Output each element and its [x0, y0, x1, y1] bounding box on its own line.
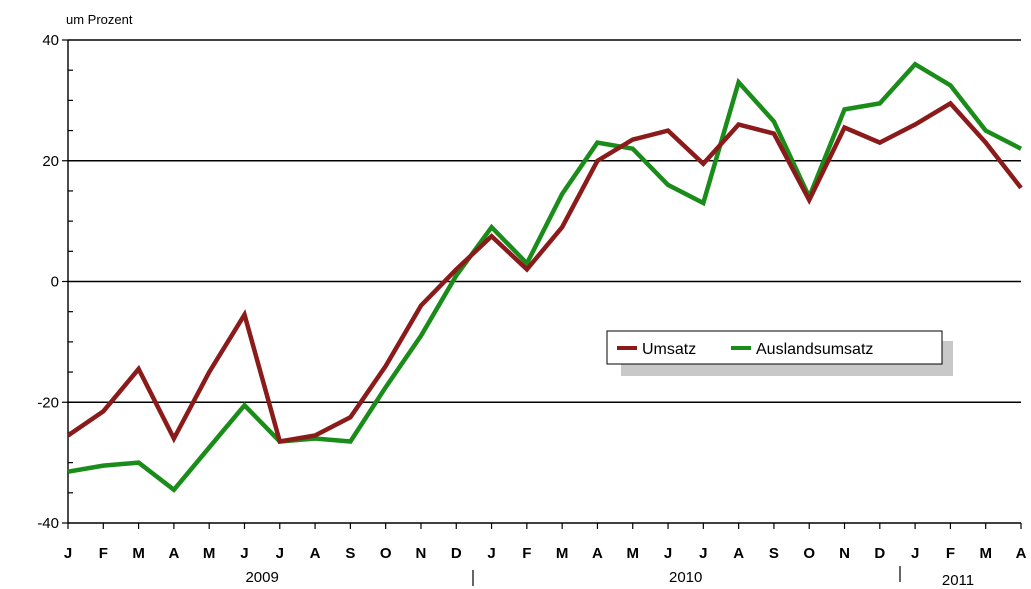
x-tick-label: J [240, 545, 248, 562]
unit-label: um Prozent [66, 12, 133, 27]
x-tick-label: A [1016, 545, 1027, 562]
grid-lines [68, 160, 1021, 403]
x-tick-label: M [626, 545, 639, 562]
year-label: 2009 [245, 569, 278, 586]
x-tick-label: F [99, 545, 108, 562]
year-labels: 2009 2010 2011 [245, 566, 974, 589]
x-tick-label: S [769, 545, 779, 562]
series-group [66, 61, 1023, 493]
x-tick-label: D [451, 545, 462, 562]
x-tick-label: N [416, 545, 427, 562]
x-tick-label: O [803, 545, 815, 562]
y-axis-labels: 40 20 0 -20 -40 [37, 32, 59, 532]
y-tick-label: 0 [51, 274, 59, 291]
year-label: 2010 [669, 569, 702, 586]
legend-box [606, 330, 943, 365]
x-tick-label: M [203, 545, 216, 562]
x-tick-label: D [874, 545, 885, 562]
legend: Umsatz Auslandsumsatz [606, 330, 953, 376]
y-tick-label: 40 [42, 32, 59, 49]
y-tick-label: -20 [37, 394, 59, 411]
x-tick-label: J [664, 545, 672, 562]
x-tick-label: F [946, 545, 955, 562]
y-tick-label: -40 [37, 515, 59, 532]
x-tick-label: A [733, 545, 744, 562]
x-tick-label: M [556, 545, 569, 562]
series-line-umsatz [66, 100, 1023, 445]
x-tick-label: F [522, 545, 531, 562]
x-tick-label: A [168, 545, 179, 562]
legend-label-auslandsumsatz: Auslandsumsatz [756, 341, 873, 358]
x-tick-label: J [911, 545, 919, 562]
x-tick-label: J [487, 545, 495, 562]
x-tick-label: A [592, 545, 603, 562]
series-line-auslandsumsatz [67, 61, 1023, 493]
x-tick-label: J [64, 545, 72, 562]
x-tick-label: J [699, 545, 707, 562]
x-tick-label: S [345, 545, 355, 562]
x-tick-label: N [839, 545, 850, 562]
x-tick-label: O [380, 545, 392, 562]
x-tick-label: A [310, 545, 321, 562]
y-tick-label: 20 [42, 153, 59, 170]
year-label: 2011 [942, 572, 974, 589]
legend-label-umsatz: Umsatz [642, 341, 696, 358]
y-axis-ticks [62, 39, 73, 524]
x-tick-label: J [276, 545, 284, 562]
x-tick-label: M [132, 545, 145, 562]
x-tick-label: M [979, 545, 992, 562]
